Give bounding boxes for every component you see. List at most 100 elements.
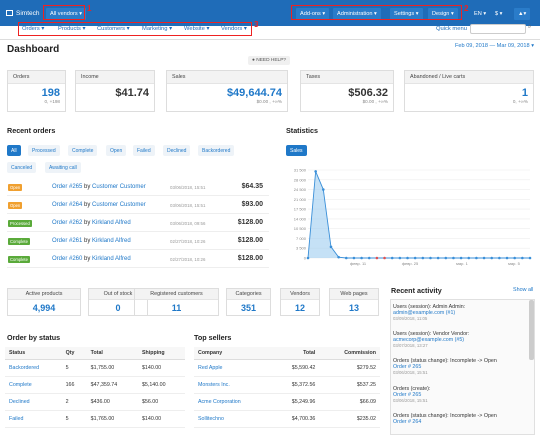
data-point[interactable] (475, 256, 478, 260)
tab-all[interactable]: All (7, 145, 21, 156)
menu-vendors[interactable]: Vendors ▾ (221, 26, 247, 32)
sales-chart[interactable]: 31 500 28 000 24 500 21 000 17 500 14 000 10 5… (286, 166, 536, 274)
currency-select[interactable]: $ ▾ (495, 11, 503, 17)
data-point[interactable] (375, 256, 379, 260)
customer-link[interactable]: Kirkland Alfred (92, 256, 131, 262)
brand[interactable]: Simtech (6, 10, 39, 17)
annotation-number-2: 2 (464, 4, 469, 13)
need-help-button[interactable]: ● NEED HELP? (248, 56, 291, 65)
user-icon[interactable]: ▲▾ (514, 8, 531, 20)
data-point[interactable] (452, 256, 455, 260)
x-tick-label: мар. 1 (456, 261, 468, 266)
customer-link[interactable]: Kirkland Alfred (92, 220, 131, 226)
list-item: Orders (create): Order # 265 03/06/2018, 1… (393, 386, 431, 403)
list-item: Users (session): Admin Admin: admin@examp… (393, 304, 466, 321)
order-link[interactable]: Order #260 (52, 256, 83, 262)
data-point[interactable] (521, 256, 524, 260)
stat-vendors[interactable]: Vendors 12 (280, 288, 320, 316)
annotation-box-2 (291, 5, 462, 20)
stat-web-pages[interactable]: Web pages 13 (329, 288, 379, 316)
menu-settings[interactable]: Settings ▾ (390, 8, 423, 20)
tab-sales[interactable]: Sales (286, 145, 307, 156)
data-point[interactable] (344, 256, 348, 260)
customer-link[interactable]: Customer Customer (92, 202, 146, 208)
data-point[interactable] (513, 256, 516, 260)
customer-link[interactable]: Customer Customer (92, 184, 146, 190)
stat-categories[interactable]: Categories 351 (226, 288, 271, 316)
stat-active-products[interactable]: Active products 4,994 (7, 288, 81, 316)
data-point[interactable] (329, 245, 333, 249)
data-point[interactable] (436, 256, 440, 260)
data-point[interactable] (413, 256, 417, 260)
order-link[interactable]: Order #264 (52, 202, 83, 208)
annotation-box-1 (43, 5, 85, 20)
menu-customers[interactable]: Customers ▾ (97, 26, 130, 32)
data-point[interactable] (352, 256, 356, 260)
tab-open[interactable]: Open (106, 145, 127, 156)
sales-area (308, 171, 530, 258)
tab-canceled[interactable]: Canceled (7, 162, 37, 173)
tab-processed[interactable]: Processed (28, 145, 60, 156)
table-row[interactable]: Processed Order #262 by Kirkland Alfred … (7, 216, 269, 232)
card-orders[interactable]: Orders 198 0, +198 (7, 70, 66, 112)
data-point[interactable] (306, 256, 310, 260)
vendor-select[interactable]: All vendors ▾ (46, 8, 87, 20)
table-row[interactable]: Complete Order #261 by Kirkland Alfred 0… (7, 234, 269, 250)
table-row: Acme Corporation $5,249.96 $66.09 (194, 393, 380, 411)
customer-link[interactable]: Kirkland Alfred (92, 238, 131, 244)
menu-administration[interactable]: Administration ▾ (333, 8, 381, 20)
data-point[interactable] (498, 256, 501, 260)
data-point[interactable] (444, 256, 448, 260)
search-icon[interactable]: ⌕ (528, 24, 532, 30)
card-sales[interactable]: Sales $49,644.74 $0.00 , +∞% (166, 70, 288, 112)
data-point[interactable] (314, 170, 317, 173)
tab-complete[interactable]: Complete (68, 145, 98, 156)
data-point[interactable] (322, 188, 325, 191)
search-input[interactable] (470, 24, 526, 34)
data-point[interactable] (467, 256, 471, 260)
menu-addons[interactable]: Add-ons ▾ (296, 8, 330, 20)
menu-website[interactable]: Website ▾ (184, 26, 210, 32)
data-point[interactable] (383, 256, 386, 260)
stat-registered-customers[interactable]: Registered customers 11 (134, 288, 219, 316)
tab-awaiting-call[interactable]: Awaiting call (45, 162, 81, 173)
card-taxes[interactable]: Taxes $506.32 $0.00 , +∞% (300, 70, 394, 112)
data-point[interactable] (337, 255, 340, 259)
card-income[interactable]: Income $41.74 (75, 70, 155, 112)
table-row[interactable]: Open Order #264 by Customer Customer 03/… (7, 198, 269, 214)
stat-out-of-stock[interactable]: Out of stock 0 (88, 288, 148, 316)
quick-menu-link[interactable]: Quick menu (436, 26, 467, 32)
order-link[interactable]: Order #265 (52, 184, 83, 190)
data-point[interactable] (421, 256, 425, 260)
data-point[interactable] (406, 256, 409, 260)
date-range-picker[interactable]: Feb 09, 2018 — Mar 09, 2018 ▾ (455, 43, 535, 49)
show-all-link[interactable]: Show all (513, 287, 534, 293)
data-point[interactable] (398, 256, 402, 260)
menu-marketing[interactable]: Marketing ▾ (142, 26, 172, 32)
data-point[interactable] (528, 256, 532, 260)
table-row[interactable]: Complete Order #260 by Kirkland Alfred 0… (7, 252, 269, 268)
table-row[interactable]: Open Order #265 by Customer Customer 03/… (7, 180, 269, 196)
order-link[interactable]: Order #262 (52, 220, 83, 226)
data-point[interactable] (429, 256, 432, 260)
tab-declined[interactable]: Declined (163, 145, 191, 156)
data-point[interactable] (459, 256, 463, 260)
scrollbar[interactable] (529, 300, 534, 360)
menu-products[interactable]: Products ▾ (58, 26, 86, 32)
data-point[interactable] (482, 256, 486, 260)
tab-backordered[interactable]: Backordered (198, 145, 235, 156)
status-badge: Complete (8, 238, 30, 245)
data-point[interactable] (367, 256, 371, 260)
data-point[interactable] (390, 256, 394, 260)
tab-failed[interactable]: Failed (133, 145, 155, 156)
status-badge: Processed (8, 220, 32, 227)
data-point[interactable] (360, 256, 363, 260)
menu-design[interactable]: Design ▾ (428, 8, 458, 20)
order-link[interactable]: Order #261 (52, 238, 83, 244)
data-point[interactable] (505, 256, 509, 260)
card-abandoned-carts[interactable]: Abandoned / Live carts 1 0, +∞% (404, 70, 534, 112)
data-point[interactable] (490, 256, 494, 260)
language-select[interactable]: EN ▾ (474, 11, 487, 17)
x-tick-label: мар. 5 (508, 261, 520, 266)
menu-orders[interactable]: Orders ▾ (22, 26, 45, 32)
